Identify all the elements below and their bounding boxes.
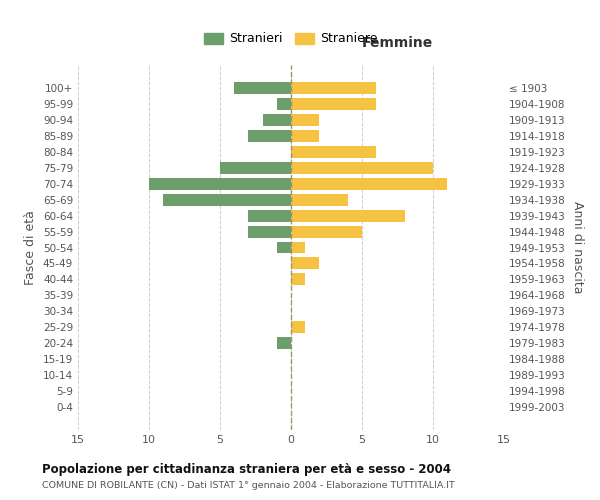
Text: COMUNE DI ROBILANTE (CN) - Dati ISTAT 1° gennaio 2004 - Elaborazione TUTTITALIA.: COMUNE DI ROBILANTE (CN) - Dati ISTAT 1°… — [42, 481, 455, 490]
Bar — [277, 98, 291, 110]
Legend: Stranieri, Straniere: Stranieri, Straniere — [199, 28, 383, 50]
Bar — [291, 210, 404, 222]
Bar — [220, 162, 291, 173]
Bar — [248, 130, 291, 141]
Bar — [291, 274, 305, 285]
Text: Femmine: Femmine — [362, 36, 433, 51]
Text: Popolazione per cittadinanza straniera per età e sesso - 2004: Popolazione per cittadinanza straniera p… — [42, 462, 451, 475]
Bar — [277, 242, 291, 254]
Y-axis label: Anni di nascita: Anni di nascita — [571, 201, 584, 294]
Bar — [277, 338, 291, 349]
Bar — [149, 178, 291, 190]
Bar — [291, 226, 362, 237]
Bar — [291, 98, 376, 110]
Bar — [291, 146, 376, 158]
Bar — [263, 114, 291, 126]
Bar — [234, 82, 291, 94]
Bar — [291, 258, 319, 270]
Bar — [291, 242, 305, 254]
Bar — [291, 114, 319, 126]
Bar — [291, 322, 305, 334]
Bar — [291, 194, 348, 205]
Bar — [291, 82, 376, 94]
Bar — [248, 226, 291, 237]
Bar — [248, 210, 291, 222]
Bar — [291, 178, 447, 190]
Bar — [291, 162, 433, 173]
Bar — [291, 130, 319, 141]
Y-axis label: Fasce di età: Fasce di età — [25, 210, 37, 285]
Bar — [163, 194, 291, 205]
